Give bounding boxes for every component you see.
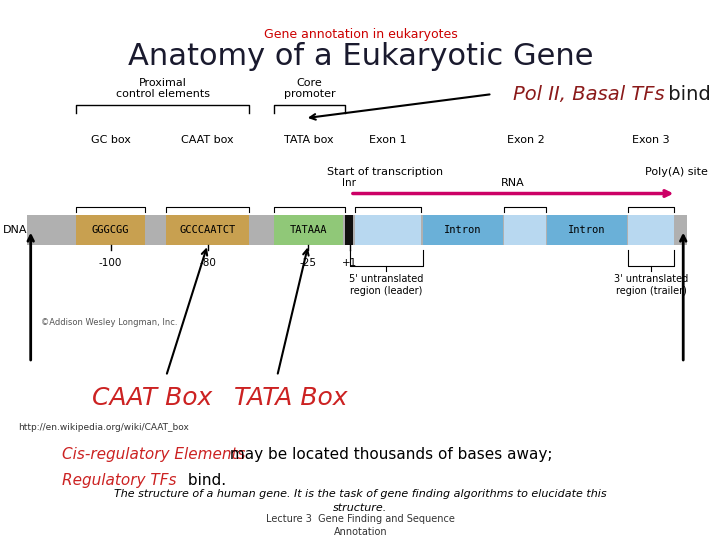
Text: RNA: RNA xyxy=(501,178,525,188)
Text: Regulatory TFs: Regulatory TFs xyxy=(62,472,176,488)
Text: Poly(A) site: Poly(A) site xyxy=(645,167,708,178)
Text: 5' untranslated
region (leader): 5' untranslated region (leader) xyxy=(349,274,423,296)
FancyBboxPatch shape xyxy=(274,215,343,245)
FancyBboxPatch shape xyxy=(345,215,354,245)
Text: Gene annotation in eukaryotes: Gene annotation in eukaryotes xyxy=(264,29,457,42)
Text: Anatomy of a Eukaryotic Gene: Anatomy of a Eukaryotic Gene xyxy=(127,42,593,71)
Text: CAAT box: CAAT box xyxy=(181,135,234,145)
FancyBboxPatch shape xyxy=(504,215,546,245)
Text: -100: -100 xyxy=(99,258,122,268)
FancyBboxPatch shape xyxy=(166,215,249,245)
Text: Intron: Intron xyxy=(444,225,482,235)
Text: Core
promoter: Core promoter xyxy=(284,78,336,99)
Text: 3' untranslated
region (trailer): 3' untranslated region (trailer) xyxy=(614,274,688,296)
Text: Pol II, Basal TFs: Pol II, Basal TFs xyxy=(513,85,665,104)
Text: GCCCAATCT: GCCCAATCT xyxy=(179,225,236,235)
Text: Exon 3: Exon 3 xyxy=(632,135,670,145)
Text: Proximal
control elements: Proximal control elements xyxy=(116,78,210,99)
Text: GGGCGG: GGGCGG xyxy=(91,225,130,235)
Text: Lecture 3  Gene Finding and Sequence
Annotation: Lecture 3 Gene Finding and Sequence Anno… xyxy=(266,514,455,537)
Text: Inr: Inr xyxy=(342,178,356,188)
FancyBboxPatch shape xyxy=(629,215,673,245)
Text: -80: -80 xyxy=(199,258,216,268)
Text: Exon 1: Exon 1 xyxy=(369,135,407,145)
Text: The structure of a human gene. It is the task of gene finding algorithms to eluc: The structure of a human gene. It is the… xyxy=(114,489,607,513)
Text: Start of transcription: Start of transcription xyxy=(327,167,443,178)
Text: TATAAA: TATAAA xyxy=(289,225,327,235)
Text: may be located thousands of bases away;: may be located thousands of bases away; xyxy=(225,447,552,462)
Text: TATA box: TATA box xyxy=(284,135,333,145)
FancyBboxPatch shape xyxy=(76,215,145,245)
Text: Cis-regulatory Elements: Cis-regulatory Elements xyxy=(62,447,246,462)
Text: CAAT Box: CAAT Box xyxy=(92,386,212,410)
FancyBboxPatch shape xyxy=(27,215,687,245)
FancyBboxPatch shape xyxy=(423,215,503,245)
Text: Intron: Intron xyxy=(568,225,606,235)
Text: bind.: bind. xyxy=(184,472,227,488)
Text: TATA Box: TATA Box xyxy=(234,386,348,410)
Text: -25: -25 xyxy=(300,258,317,268)
Text: bind: bind xyxy=(662,85,711,104)
Text: GC box: GC box xyxy=(91,135,130,145)
FancyBboxPatch shape xyxy=(355,215,420,245)
Text: +1: +1 xyxy=(343,258,358,268)
FancyBboxPatch shape xyxy=(547,215,627,245)
Text: DNA: DNA xyxy=(3,225,27,235)
Text: ©Addison Wesley Longman, Inc.: ©Addison Wesley Longman, Inc. xyxy=(41,318,178,327)
Text: http://en.wikipedia.org/wiki/CAAT_box: http://en.wikipedia.org/wiki/CAAT_box xyxy=(18,423,189,432)
Text: Exon 2: Exon 2 xyxy=(507,135,544,145)
